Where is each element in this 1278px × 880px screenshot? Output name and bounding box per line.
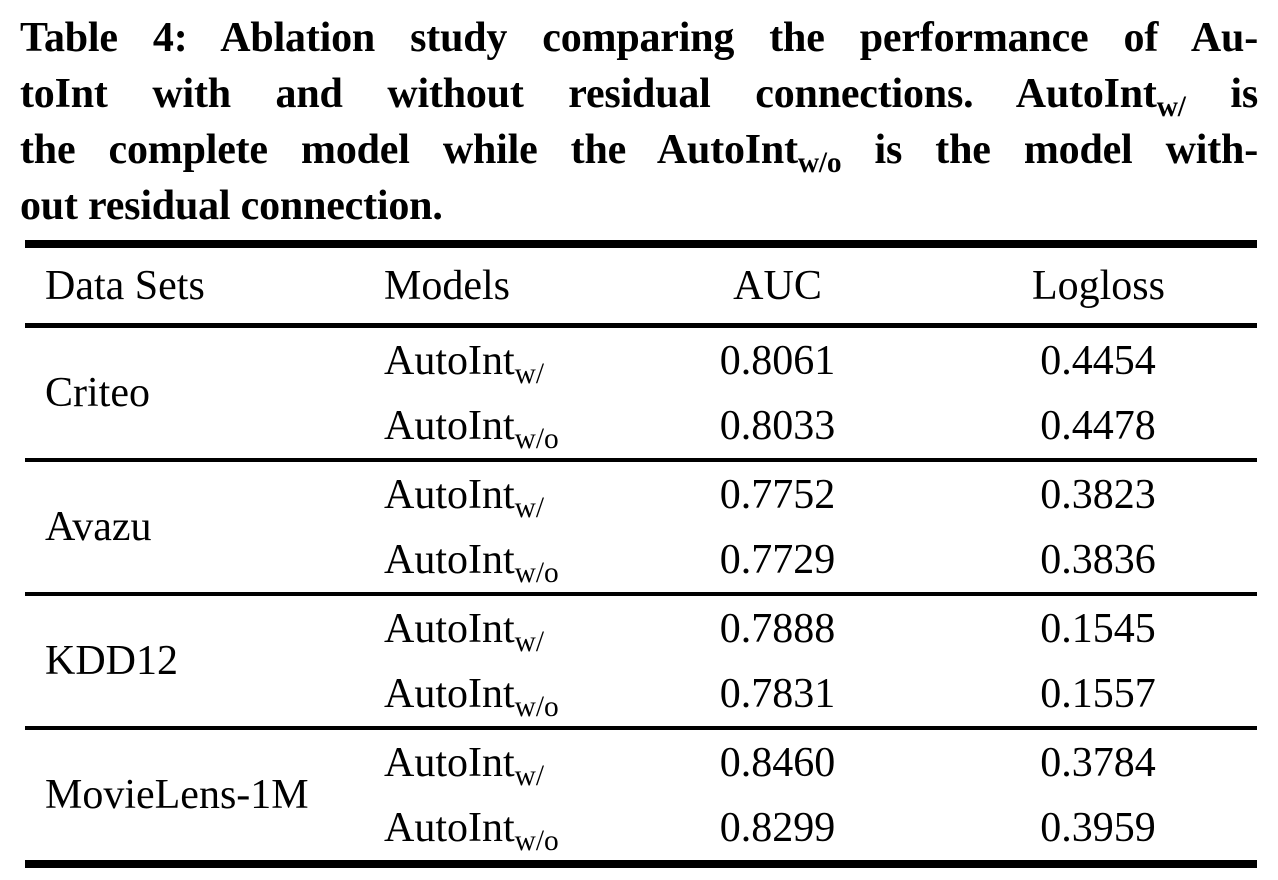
model-cell: AutoIntw/o [380,527,660,594]
group-avazu: Avazu AutoIntw/ 0.7752 0.3823 AutoIntw/o… [25,458,1257,594]
table-row: AutoIntw/o 0.8299 0.3959 [25,795,1257,864]
model-cell: AutoIntw/o [380,795,660,864]
model-subscript: w/ [514,759,545,792]
logloss-value: 0.3823 [895,458,1257,527]
model-name: AutoInt [384,402,515,449]
logloss-value: 0.1557 [1040,670,1156,717]
group-kdd12: KDD12 AutoIntw/ 0.7888 0.1545 AutoIntw/o… [25,592,1257,728]
auc-value: 0.7729 [719,536,836,583]
auc-value: 0.8460 [660,726,895,795]
model-cell: AutoIntw/o [380,661,660,728]
model-subscript: w/ [514,491,545,524]
dataset-cell: MovieLens-1M [25,726,380,864]
model-subscript: w/ [514,357,545,390]
auc-value: 0.8061 [719,337,836,384]
table-row: AutoIntw/o 0.8033 0.4478 [25,393,1257,460]
dataset-cell: Avazu [25,458,380,594]
col-header-datasets: Data Sets [25,244,380,328]
auc-value: 0.8299 [719,804,836,851]
caption-line-3: the complete model while the AutoIntw/o … [20,122,1258,178]
caption-text: is [1185,71,1258,117]
table-row: AutoIntw/o 0.7729 0.3836 [25,527,1257,594]
caption-line-2: toInt with and without residual connecti… [20,66,1258,122]
logloss-value: 0.1545 [895,592,1257,661]
model-subscript: w/o [514,556,559,589]
col-header-models: Models [380,244,660,328]
model-name: AutoInt [384,471,515,518]
model-subscript: w/o [514,690,559,723]
logloss-value: 0.3959 [1040,804,1156,851]
caption-text: the complete model while the AutoInt [20,127,798,173]
ablation-table: Data Sets Models AUC Logloss Criteo Auto… [25,240,1257,868]
caption-text: is the model with- [841,127,1258,173]
caption-line-1: Table 4: Ablation study comparing the pe… [20,10,1258,66]
col-header-auc: AUC [660,244,895,328]
col-header-logloss: Logloss [895,244,1257,328]
model-subscript: w/ [514,625,545,658]
dataset-cell: Criteo [45,370,150,416]
caption-text: Table 4: Ablation study comparing the pe… [20,15,1258,61]
table-row: AutoIntw/o 0.7831 0.1557 [25,661,1257,728]
auc-value: 0.7888 [660,592,895,661]
model-cell: AutoIntw/ [380,326,660,394]
logloss-value: 0.3784 [895,726,1257,795]
table-row: MovieLens-1M AutoIntw/ 0.8460 0.3784 [25,726,1257,864]
logloss-value: 0.3836 [1040,536,1156,583]
model-cell: AutoIntw/o [380,393,660,460]
table-row: Criteo AutoIntw/ 0.8061 0.4454 [25,326,1257,417]
model-cell: AutoIntw/ [380,726,660,795]
header-row: Data Sets Models AUC Logloss [25,244,1257,328]
model-name: AutoInt [384,536,515,583]
table-row: KDD12 AutoIntw/ 0.7888 0.1545 [25,592,1257,728]
table-caption: Table 4: Ablation study comparing the pe… [0,0,1278,234]
table-row: Avazu AutoIntw/ 0.7752 0.3823 [25,458,1257,594]
group-criteo: Criteo AutoIntw/ 0.8061 0.4454 AutoIntw/… [25,326,1257,461]
model-subscript: w/o [514,422,559,455]
model-subscript: w/o [514,824,559,857]
model-name: AutoInt [384,670,515,717]
auc-value: 0.7752 [660,458,895,527]
logloss-value: 0.4478 [1040,402,1156,449]
auc-value: 0.7831 [719,670,836,717]
model-name: AutoInt [384,739,515,786]
model-cell: AutoIntw/ [380,458,660,527]
caption-text: out residual connection. [20,183,443,229]
dataset-cell: KDD12 [25,592,380,728]
caption-line-4: out residual connection. [20,178,1258,234]
auc-value: 0.8033 [719,402,836,449]
logloss-value: 0.4454 [1040,337,1156,384]
table-header: Data Sets Models AUC Logloss [25,244,1257,328]
model-name: AutoInt [384,804,515,851]
model-name: AutoInt [384,605,515,652]
group-movielens-1m: MovieLens-1M AutoIntw/ 0.8460 0.3784 Aut… [25,726,1257,864]
caption-text: toInt with and without residual connecti… [20,71,1157,117]
caption-subscript: w/ [1156,90,1186,122]
model-name: AutoInt [384,337,515,384]
caption-subscript: w/o [797,146,842,178]
model-cell: AutoIntw/ [380,592,660,661]
